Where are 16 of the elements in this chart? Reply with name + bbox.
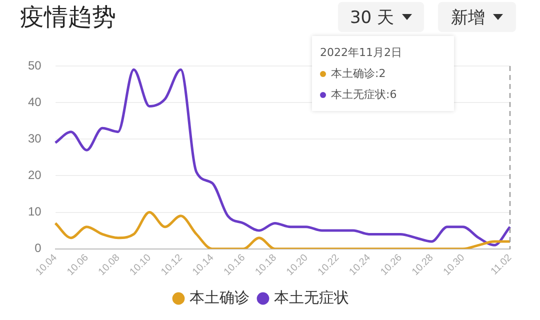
y-tick-label: 30 xyxy=(28,131,42,146)
legend-label: 本土无症状 xyxy=(274,288,349,306)
text: 30 天 xyxy=(350,6,394,28)
chart-title: 疫情趋势 xyxy=(20,2,116,32)
y-tick-label: 10 xyxy=(28,204,42,219)
annotation: 本土无症状:6 xyxy=(331,88,397,101)
y-tick-label: 0 xyxy=(34,241,42,256)
tooltip-panel: 2022年11月2日 本土确诊:2 本土无症状:6 xyxy=(312,36,454,111)
line-series xyxy=(54,68,512,246)
line-series xyxy=(54,211,512,249)
y-tick-label: 40 xyxy=(28,94,42,109)
y-tick-label: 50 xyxy=(28,58,42,72)
y-tick-label: 20 xyxy=(28,168,42,182)
annotation: 本土确诊:2 xyxy=(331,67,386,80)
text: 新增 xyxy=(451,6,485,28)
legend-label: 本土确诊 xyxy=(190,288,250,306)
